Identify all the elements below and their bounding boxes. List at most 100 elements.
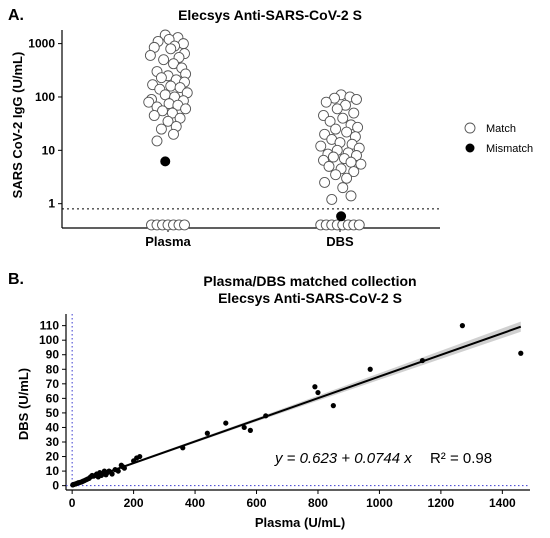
panel-b-x-tick-label: 800 [308, 496, 328, 510]
panel-a-match-point [148, 110, 160, 121]
panel-a-match-point [327, 151, 339, 163]
panel-b-title-line-2: Elecsys Anti-SARS-CoV-2 S [218, 290, 402, 306]
panel-b-point [109, 471, 115, 477]
panel-b-x-tick-label: 1000 [366, 496, 393, 510]
panel-b-point [241, 424, 247, 431]
panel-a-match-point [162, 115, 174, 127]
panel-b-y-axis-title: DBS (U/mL) [16, 368, 31, 440]
panel-a-category-label: Plasma [145, 234, 191, 249]
panel-a-plot-area: 1 10 100 1000 Plasma DBS [28, 29, 440, 249]
fit-r2-text: R² = 0.98 [430, 450, 492, 467]
panel-a-match-point [352, 121, 364, 133]
panel-a-mismatch-point [336, 211, 347, 222]
panel-b-x-tick-label: 400 [185, 496, 205, 510]
panel-a-match-point [158, 54, 170, 66]
panel-b-point [330, 403, 336, 409]
panel-a-match-point [168, 128, 179, 140]
panel-a-match-point [179, 219, 190, 231]
panel-a-match-point [351, 93, 362, 105]
panel-a-match-point [331, 103, 343, 115]
panel-b-y-tick-label: 30 [46, 435, 60, 449]
panel-b-point [121, 465, 127, 471]
legend-match-marker [464, 122, 476, 134]
panel-b-point [204, 430, 210, 436]
panel-b-y-tick-label: 50 [46, 406, 60, 420]
panel-a-match-point [337, 112, 349, 124]
panel-b-y-tick-label: 60 [46, 391, 60, 405]
legend-match-label: Match [486, 123, 516, 135]
panel-b-point [263, 413, 269, 419]
legend-mismatch-marker [465, 143, 475, 153]
panel-b-x-tick-label: 0 [69, 496, 76, 510]
panel-b-point [518, 350, 524, 356]
panel-b-point [315, 389, 321, 396]
panel-a-match-point [348, 107, 360, 119]
panel-a-match-point [345, 156, 357, 168]
panel-a-y-tick-label: 10 [42, 143, 56, 157]
panel-a-title: Elecsys Anti-SARS-CoV-2 S [178, 7, 362, 23]
panel-a-y-tick-label: 100 [35, 90, 55, 104]
panel-a-match-point [151, 135, 163, 147]
panel-b-point [115, 468, 121, 474]
panel-b-y-tick-label: 10 [46, 464, 60, 478]
panel-a-match-point [326, 194, 338, 205]
panel-a-legend: Match Mismatch [464, 122, 533, 155]
panel-a-match-point [341, 172, 353, 184]
legend-mismatch-label: Mismatch [486, 143, 533, 155]
panel-b-y-tick-label: 110 [40, 319, 60, 333]
panel-a-mismatch-point [160, 156, 171, 167]
panel-a-match-point [320, 96, 332, 108]
panel-a-match-point [330, 169, 342, 181]
panel-a-match-point [165, 80, 177, 92]
panel-b-point [223, 420, 229, 426]
panel-b-y-tick-label: 100 [39, 333, 59, 347]
panel-b-x-tick-label: 200 [124, 496, 144, 510]
panel-a-match-point [337, 182, 349, 194]
panel-a-y-axis-title: SARS CoV-2 IgG (U/mL) [10, 52, 25, 199]
panel-b-y-tick-label: 40 [46, 420, 60, 434]
panel-b-y-tick-label: 70 [46, 377, 60, 391]
panel-b-point [459, 323, 465, 329]
panel-b-point [312, 384, 318, 390]
panel-b-x-axis-title: Plasma (U/mL) [255, 515, 345, 530]
fit-equation: y = 0.623 + 0.0744 x R² = 0.98 [274, 450, 492, 467]
panel-a-match-point [315, 140, 327, 152]
panel-b-x-tick-label: 1200 [428, 496, 455, 510]
panel-a-match-point [155, 72, 167, 84]
panel-b-y-tick-label: 0 [52, 479, 59, 493]
panel-a-match-point [144, 50, 156, 61]
panel-b-label: B. [8, 271, 24, 288]
panel-a-match-point [324, 115, 336, 127]
panel-a-match-point [348, 166, 360, 178]
panel-a-match-point [143, 96, 155, 108]
fit-equation-text: y = 0.623 + 0.0744 x [274, 450, 412, 467]
panel-a-match-point [355, 158, 367, 170]
panel-a-match-point [165, 43, 177, 55]
panel-b-point [180, 445, 186, 451]
panel-b-y-tick-label: 20 [46, 450, 60, 464]
panel-b-y-tick-label: 90 [46, 348, 60, 362]
panel-a-match-point [155, 123, 167, 135]
panel-b-title-line-1: Plasma/DBS matched collection [203, 273, 416, 289]
panel-a-y-tick-label: 1000 [28, 37, 55, 51]
panel-a-match-point [319, 176, 331, 188]
panel-b-point [367, 366, 373, 372]
panel-a-category-label: DBS [326, 234, 354, 249]
panel-a-y-tick-label: 1 [48, 197, 55, 211]
panel-b-y-tick-label: 80 [46, 362, 60, 376]
panel-b-point [137, 453, 143, 460]
panel-a-match-point [180, 103, 192, 115]
panel-b-x-tick-label: 1400 [489, 496, 516, 510]
panel-b-point [419, 357, 426, 364]
panel-a-match-point [345, 190, 357, 202]
panel-b-point [247, 427, 253, 433]
panel-b-x-tick-label: 600 [247, 496, 267, 510]
panel-a-match-point [323, 160, 335, 172]
panel-a-match-point [341, 126, 353, 138]
panel-a-match-point [330, 123, 342, 135]
panel-a-match-point [166, 107, 178, 119]
panel-a-match-point [353, 219, 365, 231]
panel-b-fit-line [71, 325, 522, 486]
